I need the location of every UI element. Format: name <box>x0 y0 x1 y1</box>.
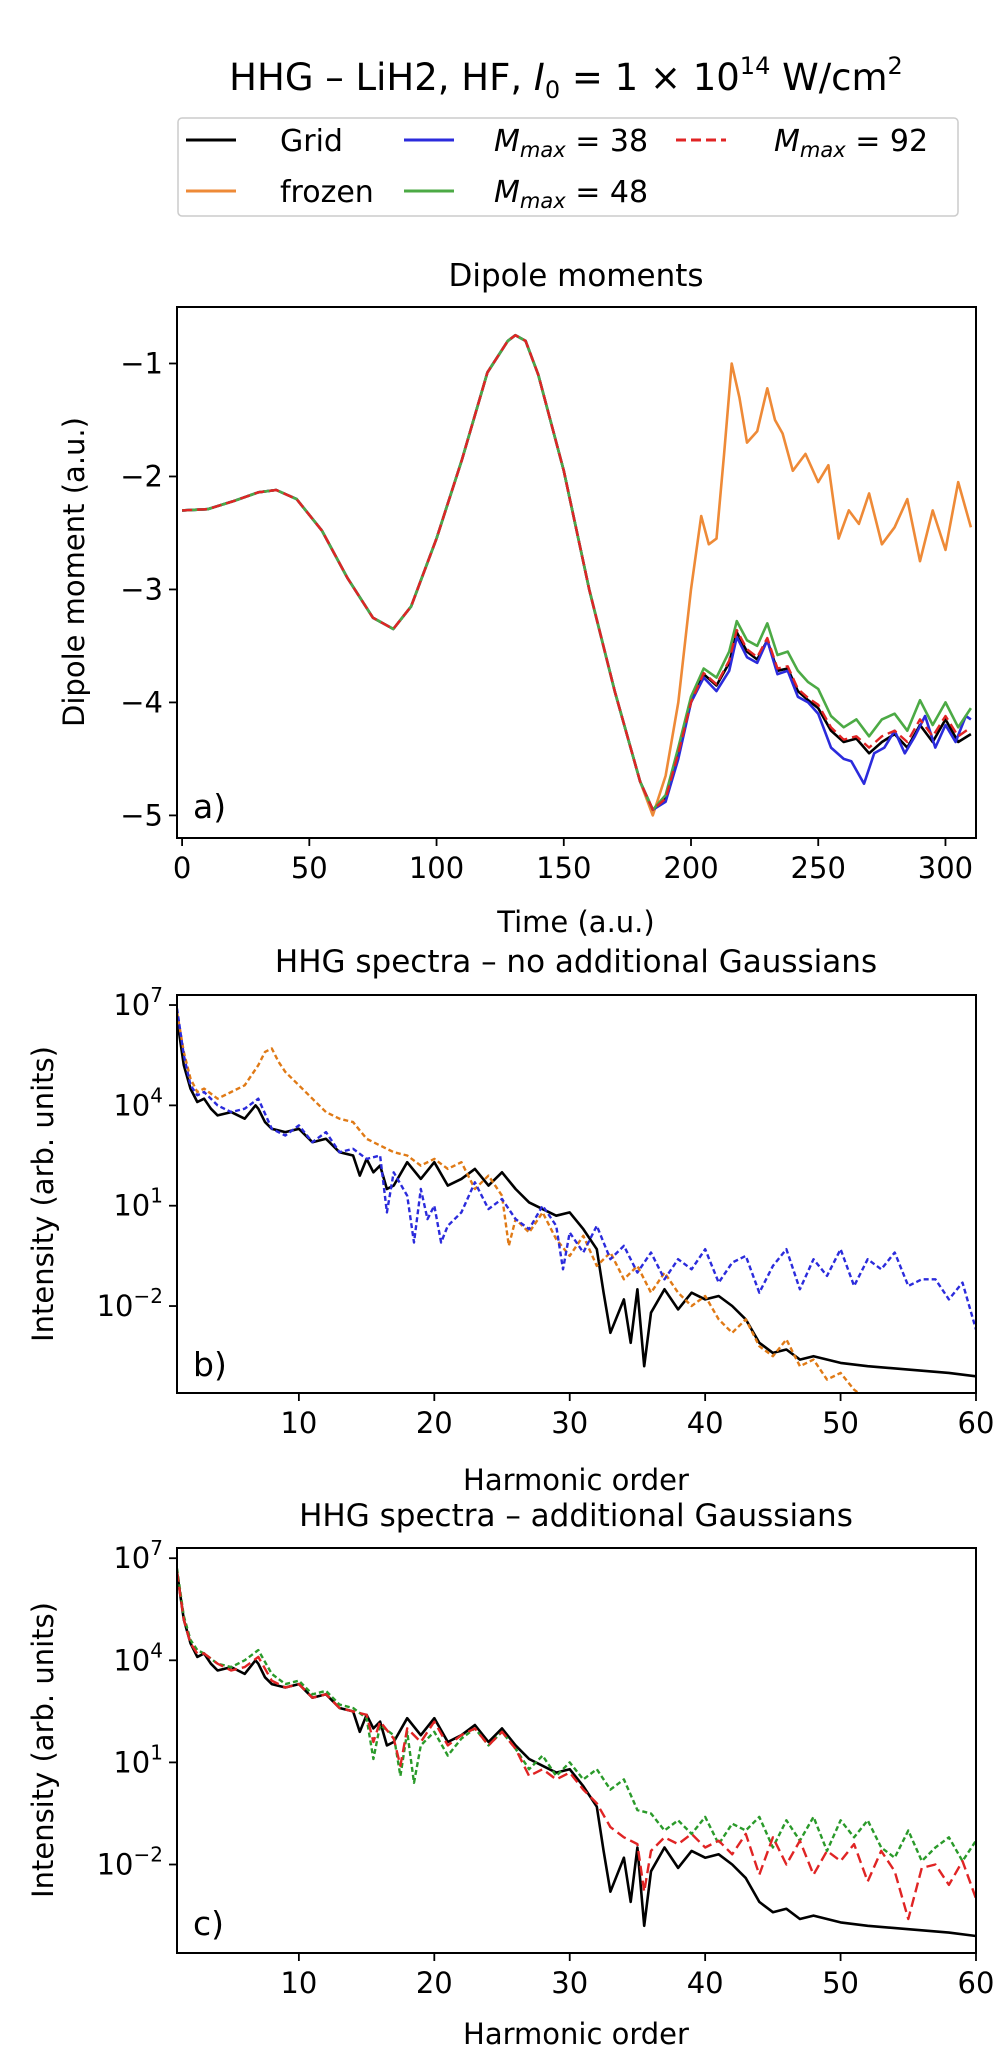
panel-a-ytick-label: −3 <box>120 572 163 606</box>
panel-a-xtick-label: 150 <box>536 851 591 885</box>
panel-b-label: b) <box>193 1345 227 1384</box>
legend-label-frozen: frozen <box>280 175 374 210</box>
panel-a-ytick-label: −4 <box>120 685 163 719</box>
panel-c-xtick-label: 60 <box>958 1966 995 2000</box>
panel-b-xtick-label: 40 <box>687 1406 724 1440</box>
panel-a-series-grid <box>182 333 972 812</box>
panel-c: HHG spectra – additional Gaussians 10 20 3… <box>26 1498 994 2050</box>
panel-a-label: a) <box>193 787 226 826</box>
panel-b-xlabel: Harmonic order <box>463 1463 689 1497</box>
legend-label-m38: Mmax = 38 <box>494 124 648 162</box>
panel-a-ytick-label: −1 <box>120 346 163 380</box>
panel-b-series-frozen <box>177 1011 861 1393</box>
panel-a-xtick-label: 50 <box>291 851 328 885</box>
panel-c-xtick-label: 10 <box>280 1966 317 2000</box>
panel-b-xtick-label: 20 <box>416 1406 453 1440</box>
panel-c-ylabel: Intensity (arb. units) <box>26 1602 60 1898</box>
panel-b-ylabel: Intensity (arb. units) <box>26 1046 60 1342</box>
panel-a-series-frozen <box>182 333 973 817</box>
legend-label-m48: Mmax = 48 <box>494 175 648 213</box>
panel-c-xtick-label: 50 <box>822 1966 859 2000</box>
panel-a-ytick-label: −2 <box>120 459 163 493</box>
panel-c-label: c) <box>193 1904 224 1943</box>
panel-a-xtick-label: 300 <box>918 851 973 885</box>
panel-b-xtick-label: 50 <box>822 1406 859 1440</box>
panel-a-xtick-label: 100 <box>409 851 464 885</box>
panel-c-frame <box>176 1547 977 1954</box>
legend-entry-m92: Mmax = 92 <box>676 124 928 162</box>
legend-entry-m48: Mmax = 48 <box>404 175 648 213</box>
panel-c-title: HHG spectra – additional Gaussians <box>299 1498 853 1534</box>
panel-c-xlabel: Harmonic order <box>463 2017 689 2050</box>
panel-c-series-m-max-48 <box>177 1568 976 1863</box>
legend-entry-m38: Mmax = 38 <box>404 124 648 162</box>
panel-b-series-m-max-38 <box>177 1008 976 1330</box>
panel-b-ytick-label: 104 <box>113 1083 163 1122</box>
panel-a-frame <box>176 306 977 839</box>
legend-label-grid: Grid <box>280 124 343 159</box>
panel-c-ytick-label: 101 <box>113 1740 163 1779</box>
panel-b-frame <box>176 994 977 1394</box>
panel-b-ytick-label: 10−2 <box>97 1284 163 1323</box>
panel-c-ytick-label: 10−2 <box>97 1843 163 1882</box>
panel-c-series-m-max-92 <box>177 1571 976 1921</box>
figure-title: HHG – LiH2, HF, I0 = 1 × 1014 W/cm2 <box>229 52 903 104</box>
legend-entry-frozen: frozen <box>186 175 374 210</box>
panel-a-title: Dipole moments <box>448 258 703 294</box>
panel-a: Dipole moments 0 50 100 150 200 250 300 −1 −2 −3… <box>57 258 977 939</box>
panel-b-xtick-label: 30 <box>551 1406 588 1440</box>
panel-a-xlabel: Time (a.u.) <box>496 905 654 939</box>
panel-b: HHG spectra – no additional Gaussians 10… <box>26 944 994 1497</box>
panel-b-title: HHG spectra – no additional Gaussians <box>275 944 877 980</box>
panel-c-ytick-label: 107 <box>113 1536 163 1575</box>
panel-b-xtick-label: 60 <box>958 1406 995 1440</box>
panel-c-ytick-label: 104 <box>113 1638 163 1677</box>
panel-a-xtick-label: 200 <box>663 851 718 885</box>
panel-a-ytick-label: −5 <box>120 798 163 832</box>
panel-b-series-grid <box>177 1018 976 1378</box>
panel-a-xtick-label: 0 <box>173 851 191 885</box>
panel-c-xtick-label: 30 <box>551 1966 588 2000</box>
panel-c-xtick-label: 20 <box>416 1966 453 2000</box>
panel-b-ytick-label: 101 <box>113 1184 163 1223</box>
panel-b-xtick-label: 10 <box>280 1406 317 1440</box>
legend-label-m92: Mmax = 92 <box>774 124 928 162</box>
panel-a-ylabel: Dipole moment (a.u.) <box>57 417 91 727</box>
legend-entry-grid: Grid <box>186 124 343 159</box>
panel-b-ytick-label: 107 <box>113 983 163 1022</box>
panel-a-series-m-max-92 <box>182 334 972 811</box>
legend: Grid frozen Mmax = 38 Mmax = 48 Mmax = 9… <box>177 117 959 217</box>
panel-a-xtick-label: 250 <box>791 851 846 885</box>
panel-c-series-grid <box>177 1571 976 1938</box>
panel-c-xtick-label: 40 <box>687 1966 724 2000</box>
legend-frame <box>177 117 959 217</box>
